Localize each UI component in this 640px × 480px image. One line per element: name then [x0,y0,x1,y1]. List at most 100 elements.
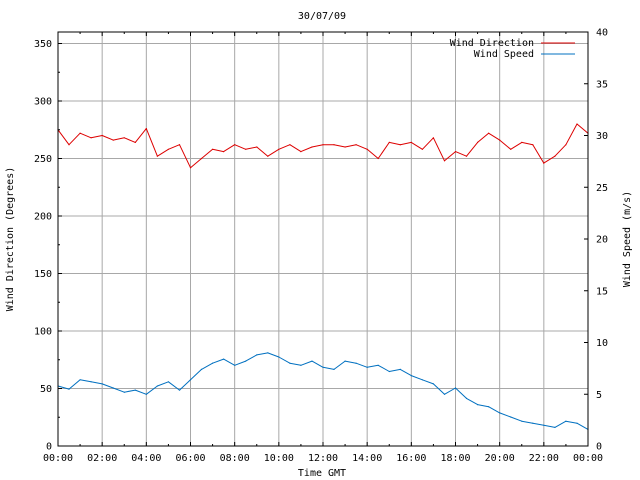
series-line-wind-speed-point [167,381,169,383]
series-line-wind-speed-point [554,426,556,428]
series-line-wind-speed-point [543,424,545,426]
series-line-wind-speed-point [311,360,313,362]
series-line-wind-speed-point [322,366,324,368]
series-line-wind-direction-point [488,132,490,134]
y-right-tick-label: 35 [596,79,608,90]
y-left-tick-label: 350 [34,39,52,50]
tick-labels: 00:00 02:00 04:00 06:00 08:00 10:00 12:00 14:00… [34,28,608,465]
series-line-wind-direction-point [366,148,368,150]
series-line-wind-direction-point [212,148,214,150]
series-line-wind-speed-point [145,393,147,395]
series-line-wind-direction-point [68,144,70,146]
series-line-wind-speed-point [443,393,446,395]
x-tick-label: 06:00 [175,453,205,464]
series-line-wind-direction-point [189,167,192,169]
series-line-wind-direction-point [532,144,534,146]
series-line-wind-speed-point [156,385,158,387]
series-line-wind-direction-point [311,146,313,148]
x-tick-label: 08:00 [220,453,250,464]
series-line-wind-speed-point [377,364,379,366]
series-line-wind-direction-point [388,141,390,143]
series-line-wind-speed-point [410,375,412,377]
series-line-wind-speed-point [399,368,401,370]
series-line-wind-direction-point [223,151,225,153]
x-tick-label: 18:00 [440,453,470,464]
chart-title: 30/07/09 [298,11,346,22]
y-left-tick-label: 150 [34,269,52,280]
series-line-wind-speed-point [432,383,434,385]
series-line-wind-direction-point [477,141,479,143]
x-tick-label: 04:00 [131,453,161,464]
series-line-wind-direction-point [543,162,545,164]
series-line-wind-speed-point [112,387,114,389]
series-line-wind-direction-point [322,144,324,146]
series-line-wind-direction-point [499,139,501,141]
series-line-wind-speed-point [532,422,534,424]
series-line-wind-speed-point [344,360,346,362]
series-layer [57,123,589,430]
series-line-wind-speed-point [499,412,501,414]
series-line-wind-direction-point [145,128,147,130]
series-line-wind-speed-point [200,368,203,370]
legend-label-wind-direction: Wind Direction [450,38,534,49]
series-line-wind-direction-point [565,144,567,146]
x-tick-label: 14:00 [352,453,382,464]
legend: Wind Direction Wind Speed [450,38,575,60]
series-line-wind-direction-point [333,144,335,146]
y-right-axis-title: Wind Speed (m/s) [622,191,633,287]
series-line-wind-direction-point [510,148,512,150]
x-tick-label: 16:00 [396,453,426,464]
series-line-wind-direction-point [200,157,203,160]
y-left-axis-title: Wind Direction (Degrees) [5,167,16,312]
y-left-tick-label: 200 [34,212,52,223]
series-line-wind-direction-point [377,157,379,160]
y-left-tick-label: 50 [40,384,52,395]
x-tick-label: 12:00 [308,453,338,464]
series-line-wind-speed-point [565,420,567,422]
series-line-wind-direction-point [443,160,446,162]
grid-lines [58,32,588,446]
series-line-wind-direction-point [123,137,125,139]
series-line-wind-direction-point [112,139,114,141]
series-line-wind-direction-point [267,155,269,157]
series-line-wind-speed-point [421,379,423,381]
series-line-wind-direction-point [234,144,236,146]
series-line-wind-direction-point [399,144,401,146]
series-line-wind-speed-point [234,364,236,366]
x-tick-label: 10:00 [264,453,294,464]
x-axis-title: Time GMT [298,468,346,479]
series-line-wind-speed-point [68,388,70,390]
y-left-tick-label: 250 [34,154,52,165]
y-left-tick-label: 100 [34,327,52,338]
series-line-wind-speed-point [245,360,247,362]
series-line-wind-direction-point [79,132,81,134]
series-line-wind-direction-point [355,144,357,146]
series-line-wind-speed-point [300,364,302,366]
y-right-tick-label: 10 [596,338,608,349]
series-line-wind-direction-point [432,137,434,139]
series-line-wind-speed-point [333,368,335,370]
series-line-wind-speed-point [178,389,181,391]
series-line-wind-speed-point [521,420,523,422]
y-left-tick-label: 300 [34,97,52,108]
series-line-wind-direction-point [90,137,92,139]
series-line-wind-direction-point [465,155,468,157]
series-line-wind-speed-point [134,389,136,391]
series-line-wind-direction-point [554,155,556,157]
series-line-wind-direction-point [178,144,181,146]
x-tick-label: 00:00 [573,453,603,464]
series-line-wind-speed-point [101,383,103,385]
series-line-wind-direction-point [300,151,302,153]
series-line-wind-direction-point [167,148,169,150]
series-line-wind-speed-point [355,362,357,364]
series-line-wind-direction-point [421,148,423,150]
axis-ticks [57,31,589,447]
series-line-wind-speed-point [454,387,457,389]
series-line-wind-speed-point [278,356,280,358]
series-line-wind-direction-point [576,123,578,125]
series-line-wind-speed-point [477,404,479,406]
series-line-wind-direction-point [289,144,291,146]
series-line-wind-direction-point [344,146,346,148]
series-line-wind-speed-point [576,422,578,424]
